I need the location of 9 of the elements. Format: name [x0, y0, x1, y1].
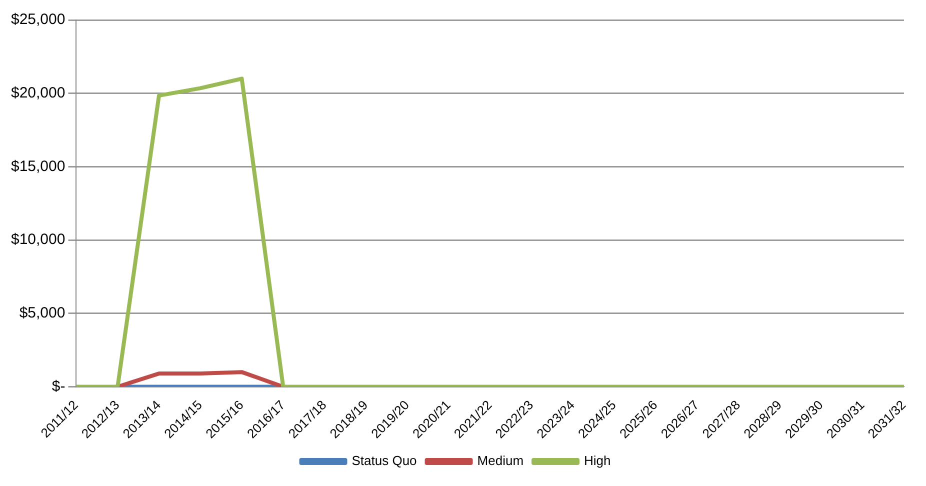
- y-tick-label: $5,000: [19, 304, 66, 322]
- y-tick-label: $20,000: [10, 84, 66, 102]
- y-tick-label: $10,000: [10, 231, 66, 248]
- legend-label: Status Quo: [352, 453, 417, 468]
- y-tick-label: $25,000: [10, 11, 66, 28]
- legend-label: High: [584, 453, 611, 468]
- y-tick-label: $15,000: [10, 158, 66, 175]
- y-tick-label: $-: [52, 378, 66, 395]
- legend-label: Medium: [477, 453, 524, 468]
